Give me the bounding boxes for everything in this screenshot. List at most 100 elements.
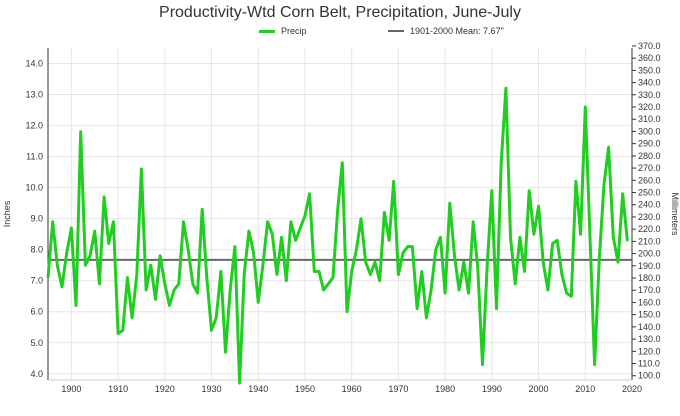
y-right-tick-label: 150.0: [638, 310, 661, 320]
precip-point: [126, 276, 129, 279]
axes-layer: [47, 45, 636, 381]
precip-point: [84, 264, 87, 267]
precip-series-line: [46, 86, 629, 385]
precip-point: [229, 288, 232, 292]
precip-point: [280, 236, 283, 239]
y-right-tick-label: 130.0: [638, 334, 661, 344]
precip-point: [588, 236, 592, 239]
x-tick-label: 2020: [622, 384, 642, 394]
y-tick-label: 9.0: [30, 214, 43, 224]
precip-point: [448, 201, 451, 205]
precip-point: [397, 273, 400, 276]
y-tick-label: 11.0: [26, 152, 43, 162]
x-tick-label: 1970: [388, 384, 408, 394]
precip-point: [303, 214, 307, 217]
y-right-tick-label: 200.0: [638, 249, 661, 259]
precip-point: [60, 285, 64, 289]
y-right-tick-label: 180.0: [638, 273, 661, 283]
y-right-tick-label: 330.0: [638, 90, 661, 100]
y-right-tick-label: 280.0: [638, 151, 661, 161]
precip-point: [542, 260, 545, 264]
x-tick-label: 2000: [529, 384, 549, 394]
y-right-tick-label: 290.0: [638, 139, 661, 149]
precip-point: [168, 304, 171, 307]
precip-point: [308, 192, 311, 195]
y-right-tick-label: 140.0: [638, 322, 661, 332]
precip-point: [359, 217, 363, 220]
y-tick-label: 7.0: [30, 276, 43, 286]
precip-point: [523, 270, 526, 273]
precip-point: [420, 270, 423, 273]
chart-title: Productivity-Wtd Corn Belt, Precipitatio…: [159, 4, 521, 21]
precip-point: [579, 233, 582, 236]
precip-point: [514, 282, 517, 285]
precip-point: [177, 282, 180, 285]
y-right-tick-label: 250.0: [638, 188, 661, 198]
precip-point: [495, 307, 498, 310]
precip-point: [457, 288, 461, 292]
x-tick-label: 1980: [435, 384, 455, 394]
x-tick-label: 1960: [342, 384, 362, 394]
precip-point: [373, 260, 377, 264]
precip-point: [294, 239, 297, 242]
precip-point: [261, 264, 265, 267]
precip-point: [289, 220, 293, 223]
y-right-tick-label: 210.0: [638, 236, 661, 246]
precip-point: [341, 161, 344, 164]
precip-point: [537, 205, 540, 208]
precip-point: [102, 195, 106, 199]
precip-point: [570, 295, 573, 298]
precip-point: [331, 276, 335, 279]
precip-point: [51, 220, 54, 223]
precip-point: [616, 260, 620, 264]
y-tick-label: 14.0: [25, 59, 43, 69]
y-right-tick-label: 190.0: [638, 261, 661, 271]
precip-point: [453, 254, 456, 258]
y-right-tick-label: 340.0: [638, 78, 661, 88]
precip-point: [257, 301, 260, 304]
precip-point: [144, 288, 148, 292]
legend-item-precip[interactable]: Precip: [259, 26, 307, 36]
legend-label-precip: Precip: [281, 26, 307, 36]
precip-point: [336, 208, 339, 211]
precip-point: [158, 254, 162, 258]
y-tick-label: 13.0: [25, 90, 43, 100]
y-right-tick-label: 260.0: [638, 175, 661, 185]
precip-point: [383, 211, 386, 214]
precip-point: [70, 226, 73, 230]
precip-point: [509, 236, 512, 239]
precip-point: [467, 291, 470, 295]
y-right-tick-label: 360.0: [638, 53, 661, 63]
precip-point: [275, 273, 279, 276]
precip-point: [425, 316, 428, 320]
precip-point: [88, 254, 92, 258]
precip-point: [406, 245, 409, 248]
precip-point: [205, 276, 208, 279]
series-layer: [46, 86, 632, 385]
legend-item-mean[interactable]: 1901-2000 Mean: 7.67": [388, 26, 504, 36]
precip-point: [196, 291, 199, 295]
x-tick-label: 1930: [202, 384, 222, 394]
x-tick-label: 1900: [61, 384, 81, 394]
precip-point: [271, 233, 274, 236]
precip-point: [401, 251, 405, 254]
precip-point: [182, 220, 185, 223]
precip-point: [299, 226, 302, 230]
precip-point: [476, 267, 479, 270]
y-tick-label: 4.0: [30, 369, 43, 379]
y-tick-label: 6.0: [30, 307, 43, 317]
precip-point: [443, 291, 447, 295]
y-tick-label: 12.0: [25, 121, 43, 131]
precip-point: [191, 282, 194, 285]
precip-point: [439, 236, 442, 239]
precip-point: [345, 310, 349, 313]
precip-point: [556, 239, 559, 242]
precip-point: [322, 288, 325, 292]
precip-point: [598, 257, 601, 261]
precip-point: [247, 229, 251, 233]
x-tick-label: 2010: [575, 384, 595, 394]
y-right-tick-label: 240.0: [638, 200, 661, 210]
precip-point: [574, 180, 578, 183]
precip-point: [593, 363, 596, 366]
precip-point: [364, 260, 367, 264]
